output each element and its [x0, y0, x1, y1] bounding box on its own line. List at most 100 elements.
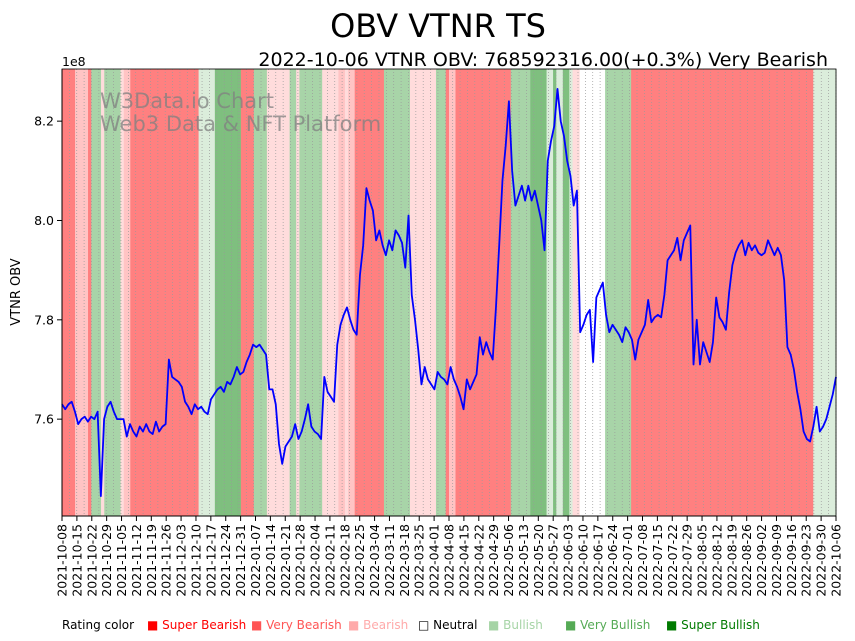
rating-band — [348, 69, 353, 516]
rating-band — [205, 69, 209, 516]
legend-item: ■ Very Bearish — [251, 618, 342, 632]
rating-band — [783, 69, 788, 516]
x-tick-label: 2022-07-08 — [635, 524, 650, 597]
x-tick-label: 2022-01-21 — [278, 524, 293, 597]
rating-band — [549, 69, 554, 516]
x-tick-label: 2022-03-25 — [412, 524, 427, 597]
rating-band — [117, 69, 122, 516]
rating-bands — [62, 69, 837, 516]
rating-band — [432, 69, 437, 516]
x-tick-label: 2022-08-26 — [739, 524, 754, 597]
rating-band — [429, 69, 434, 516]
x-tick-label: 2021-11-12 — [129, 524, 144, 597]
rating-band — [523, 69, 528, 516]
chart-title: OBV VTNR TS — [330, 7, 546, 45]
rating-band — [227, 69, 232, 516]
rating-band — [331, 69, 336, 516]
rating-band — [478, 69, 483, 516]
rating-band — [208, 69, 213, 516]
rating-band — [468, 69, 473, 516]
x-tick-label: 2022-08-12 — [709, 524, 724, 597]
watermark-line-2: Web3 Data & NFT Platform — [100, 112, 381, 136]
rating-band — [231, 69, 235, 516]
rating-band — [650, 69, 655, 516]
rating-band — [120, 69, 125, 516]
rating-band — [367, 69, 372, 516]
rating-band — [673, 69, 678, 516]
rating-band — [270, 69, 274, 516]
rating-band — [97, 69, 102, 516]
legend-title: Rating color — [62, 618, 134, 632]
rating-band — [296, 69, 300, 516]
x-tick-label: 2022-04-22 — [471, 524, 486, 597]
x-tick-label: 2022-03-11 — [382, 524, 397, 597]
rating-band — [127, 69, 131, 516]
rating-band — [416, 69, 421, 516]
rating-band — [644, 69, 648, 516]
rating-band — [328, 69, 333, 516]
rating-band — [123, 69, 128, 516]
rating-band — [501, 69, 505, 516]
x-tick-label: 2022-07-22 — [665, 524, 680, 597]
rating-band — [75, 69, 79, 516]
rating-band — [114, 69, 118, 516]
rating-band — [143, 69, 148, 516]
rating-band — [387, 69, 392, 516]
rating-band — [266, 69, 271, 516]
rating-band — [676, 69, 681, 516]
rating-band — [725, 69, 730, 516]
rating-band — [299, 69, 304, 516]
rating-band — [527, 69, 531, 516]
rating-band — [449, 69, 453, 516]
rating-band — [465, 69, 470, 516]
rating-band — [422, 69, 427, 516]
rating-band — [819, 69, 824, 516]
rating-band — [354, 69, 359, 516]
x-tick-label: 2022-07-01 — [620, 524, 635, 597]
rating-band — [748, 69, 753, 516]
rating-band — [774, 69, 779, 516]
rating-band — [712, 69, 717, 516]
x-tick-label: 2022-08-05 — [695, 524, 710, 597]
rating-band — [413, 69, 418, 516]
rating-band — [188, 69, 193, 516]
rating-band — [553, 69, 557, 516]
rating-band — [166, 69, 170, 516]
y-axis-exponent: 1e8 — [62, 54, 86, 69]
rating-band — [338, 69, 343, 516]
rating-band — [211, 69, 216, 516]
rating-band — [822, 69, 827, 516]
rating-band — [631, 69, 635, 516]
rating-band — [234, 69, 239, 516]
rating-band — [520, 69, 525, 516]
legend-item: ■ Very Bullish — [565, 618, 650, 632]
x-tick-label: 2022-09-02 — [754, 524, 769, 597]
legend-item: ■ Bearish — [348, 618, 408, 632]
rating-band — [302, 69, 307, 516]
rating-band — [312, 69, 317, 516]
rating-band — [614, 69, 619, 516]
x-tick-label: 2022-09-16 — [784, 524, 799, 597]
rating-band — [361, 69, 366, 516]
rating-band — [201, 69, 206, 516]
x-tick-label: 2021-12-24 — [218, 524, 233, 597]
rating-band — [709, 69, 714, 516]
rating-band — [172, 69, 177, 516]
rating-band — [292, 69, 297, 516]
rating-band — [315, 69, 320, 516]
x-tick-label: 2022-03-04 — [367, 524, 382, 597]
rating-band — [305, 69, 310, 516]
rating-band — [175, 69, 180, 516]
rating-band — [556, 69, 561, 516]
rating-band — [244, 69, 248, 516]
rating-band — [536, 69, 541, 516]
rating-band — [751, 69, 756, 516]
rating-band — [62, 69, 66, 516]
x-tick-label: 2022-01-07 — [248, 524, 263, 597]
x-axis: 2021-10-08 2021-10-15 2021-10-22 2021-10-29… — [55, 516, 844, 597]
rating-band — [322, 69, 327, 516]
rating-band — [406, 69, 411, 516]
rating-band — [624, 69, 629, 516]
rating-band — [796, 69, 801, 516]
